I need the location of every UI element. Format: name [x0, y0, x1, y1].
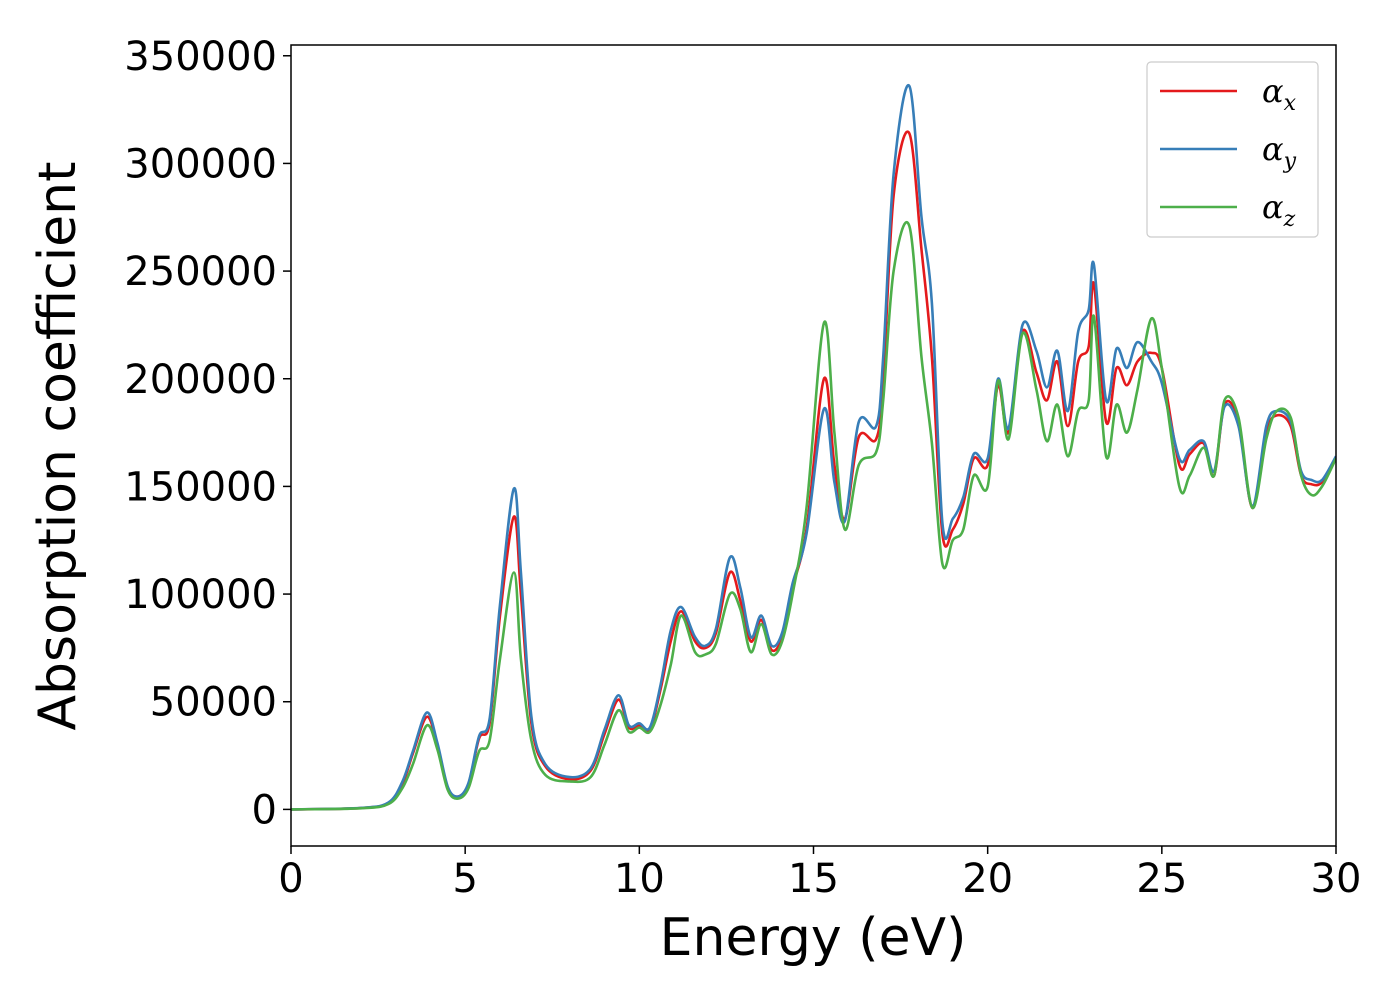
x-tick-label: 20	[962, 856, 1013, 902]
x-tick-label: 0	[278, 856, 303, 902]
y-tick-label: 300000	[124, 141, 277, 187]
legend-label-subscript: y	[1283, 149, 1297, 174]
y-tick-label: 100000	[124, 572, 277, 618]
x-axis-ticks: 0 5 10 15 20 25 30	[278, 846, 1361, 902]
x-tick-label: 15	[788, 856, 839, 902]
x-axis-title: Energy (eV)	[660, 908, 967, 968]
x-tick-label: 25	[1136, 856, 1187, 902]
legend-label-base: α	[1262, 130, 1284, 168]
x-tick-label: 10	[614, 856, 665, 902]
legend-label-subscript: x	[1284, 91, 1297, 116]
legend-label-subscript: z	[1283, 207, 1296, 232]
y-tick-label: 200000	[124, 357, 277, 403]
y-tick-label: 150000	[124, 464, 277, 510]
legend-label-base: α	[1262, 188, 1284, 226]
legend-label-z: αz	[1262, 188, 1296, 232]
series-line-z	[291, 221, 1336, 811]
y-tick-label: 250000	[124, 249, 277, 295]
y-tick-label: 350000	[124, 34, 277, 80]
legend-label-base: α	[1262, 72, 1284, 110]
legend-label-x: αx	[1262, 72, 1297, 116]
series-layer	[291, 84, 1336, 811]
y-axis-title: Absorption coefficient	[28, 161, 88, 730]
y-axis-ticks: 0 50000 100000 150000 200000 250000 300000 3500…	[124, 34, 291, 833]
x-tick-label: 30	[1311, 856, 1362, 902]
series-line-y	[291, 84, 1336, 811]
x-tick-label: 5	[452, 856, 477, 902]
legend-label-y: αy	[1262, 130, 1297, 174]
y-tick-label: 50000	[150, 680, 277, 726]
y-tick-label: 0	[252, 787, 277, 833]
